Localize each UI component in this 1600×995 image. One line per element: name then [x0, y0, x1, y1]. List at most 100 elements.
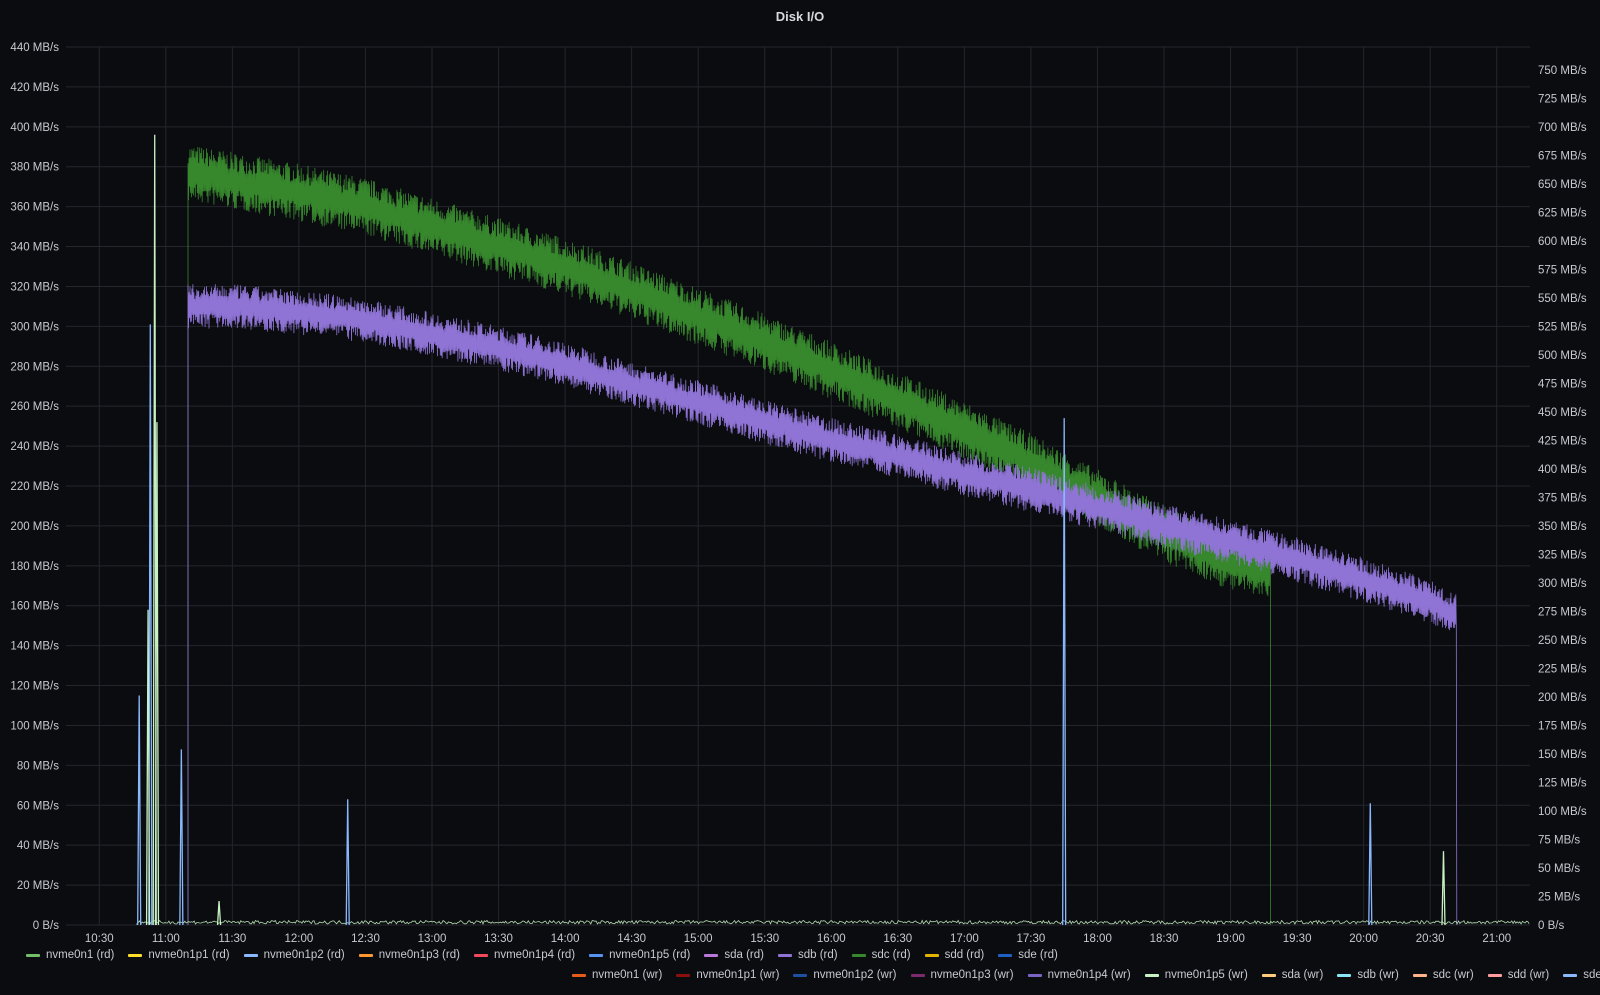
legend-item[interactable]: sda (rd) — [704, 949, 764, 961]
x-tick-label: 17:00 — [950, 933, 979, 945]
x-tick-label: 13:00 — [418, 933, 447, 945]
legend-swatch — [589, 953, 604, 957]
y-left-tick-label: 400 MB/s — [10, 122, 59, 134]
x-tick-label: 15:30 — [750, 933, 779, 945]
legend-item[interactable]: sda (wr) — [1261, 969, 1323, 981]
legend-item[interactable]: nvme0n1p2 (wr) — [793, 969, 897, 981]
legend-item[interactable]: nvme0n1p4 (rd) — [473, 949, 575, 961]
spike-mark — [1441, 851, 1446, 926]
legend-swatch — [358, 953, 373, 957]
y-left-tick-label: 120 MB/s — [10, 681, 59, 693]
legend-label: sdd (rd) — [944, 949, 985, 961]
x-tick-label: 16:30 — [883, 933, 912, 945]
y-right-tick-label: 425 MB/s — [1538, 436, 1587, 448]
legend-label: nvme0n1p5 (wr) — [1164, 969, 1248, 981]
spike-mark — [179, 749, 184, 926]
y-left-tick-label: 360 MB/s — [10, 202, 59, 214]
legend-item[interactable]: sdc (rd) — [851, 949, 911, 961]
legend-swatch — [851, 953, 866, 957]
y-right-tick-label: 25 MB/s — [1538, 892, 1580, 904]
legend-swatch — [572, 973, 586, 977]
legend-item[interactable]: sdb (rd) — [777, 949, 838, 961]
y-right-tick-label: 575 MB/s — [1538, 265, 1587, 277]
legend-item[interactable]: nvme0n1p3 (rd) — [358, 949, 460, 961]
legend-item[interactable]: sdd (rd) — [924, 949, 985, 961]
legend-item[interactable]: sde (wr) — [1563, 969, 1600, 981]
legend-item[interactable]: sde (rd) — [998, 949, 1058, 961]
y-right-tick-label: 675 MB/s — [1538, 151, 1587, 163]
x-tick-label: 21:00 — [1482, 933, 1511, 945]
y-right-tick-label: 75 MB/s — [1538, 835, 1580, 847]
y-right-tick-label: 625 MB/s — [1538, 208, 1587, 220]
y-right-tick-label: 150 MB/s — [1538, 749, 1587, 761]
y-left-tick-label: 160 MB/s — [10, 601, 59, 613]
legend-item[interactable]: nvme0n1p4 (wr) — [1027, 969, 1131, 981]
series-line-sdb-rd- — [187, 284, 1458, 926]
y-right-tick-label: 400 MB/s — [1538, 464, 1587, 476]
x-tick-label: 15:00 — [684, 933, 713, 945]
legend-item[interactable]: nvme0n1p5 (wr) — [1144, 969, 1248, 981]
legend-label: sdd (wr) — [1507, 969, 1550, 981]
legend-swatch — [924, 953, 939, 957]
y-right-tick-label: 550 MB/s — [1538, 293, 1587, 305]
legend-swatch — [1261, 973, 1276, 977]
legend-item[interactable]: nvme0n1p5 (rd) — [589, 949, 690, 961]
legend-swatch — [676, 973, 691, 977]
y-left-tick-label: 380 MB/s — [10, 162, 59, 174]
legend-swatch — [704, 953, 719, 957]
y-left-tick-label: 180 MB/s — [10, 561, 59, 573]
legend-swatch — [26, 953, 40, 957]
legend-item[interactable]: nvme0n1 (rd) — [26, 949, 114, 961]
legend-item[interactable]: nvme0n1p2 (rd) — [243, 949, 345, 961]
y-right-tick-label: 525 MB/s — [1538, 322, 1587, 334]
x-tick-label: 14:30 — [617, 933, 646, 945]
y-right-tick-label: 500 MB/s — [1538, 350, 1587, 362]
legend-label: nvme0n1p2 (rd) — [263, 949, 345, 961]
x-tick-label: 20:00 — [1349, 933, 1378, 945]
series-line-sdc-rd- — [187, 147, 1271, 926]
y-left-tick-label: 220 MB/s — [10, 481, 59, 493]
y-right-tick-label: 125 MB/s — [1538, 778, 1587, 790]
spike-mark — [216, 901, 222, 926]
x-tick-label: 11:00 — [152, 933, 180, 945]
legend-item[interactable]: nvme0n1p3 (wr) — [910, 969, 1014, 981]
legend-label: sde (rd) — [1018, 949, 1058, 961]
y-right-tick-label: 200 MB/s — [1538, 692, 1587, 704]
panel-title[interactable]: Disk I/O — [775, 9, 825, 24]
y-left-tick-label: 300 MB/s — [10, 321, 59, 333]
x-tick-label: 18:00 — [1083, 933, 1112, 945]
x-tick-label: 19:30 — [1283, 933, 1312, 945]
legend-item[interactable]: sdb (wr) — [1337, 969, 1399, 981]
legend-item[interactable]: nvme0n1p1 (wr) — [676, 969, 779, 981]
legend-row-writes: nvme0n1 (wr) nvme0n1p1 (wr) nvme0n1p2 (wr)… — [572, 969, 1600, 981]
baseline-write-noise — [136, 919, 1530, 926]
y-left-tick-label: 40 MB/s — [17, 840, 59, 852]
y-right-tick-label: 250 MB/s — [1538, 635, 1587, 647]
legend-swatch — [1337, 973, 1352, 977]
legend-item[interactable]: nvme0n1p1 (rd) — [128, 949, 230, 961]
y-right-tick-label: 750 MB/s — [1538, 65, 1587, 77]
y-right-tick-label: 600 MB/s — [1538, 236, 1587, 248]
y-right-tick-label: 725 MB/s — [1538, 94, 1587, 106]
grid-layer — [66, 46, 1530, 926]
series-layer — [136, 134, 1530, 926]
legend-item[interactable]: nvme0n1 (wr) — [572, 969, 662, 981]
legend-swatch — [1144, 973, 1159, 977]
spike-mark — [345, 799, 350, 926]
legend-swatch — [998, 953, 1013, 957]
legend-label: nvme0n1p1 (rd) — [148, 949, 230, 961]
legend-label: nvme0n1p2 (wr) — [813, 969, 897, 981]
spike-mark — [137, 695, 142, 926]
y-right-tick-label: 650 MB/s — [1538, 179, 1587, 191]
y-right-tick-label: 375 MB/s — [1538, 493, 1587, 505]
legend-item[interactable]: sdd (wr) — [1487, 969, 1550, 981]
legend-item[interactable]: sdc (wr) — [1412, 969, 1474, 981]
legend-swatch — [777, 953, 792, 957]
legend-swatch — [910, 973, 925, 977]
y-right-tick-label: 275 MB/s — [1538, 607, 1587, 619]
legend-label: nvme0n1p4 (wr) — [1047, 969, 1131, 981]
legend-swatch — [793, 973, 808, 977]
y-left-tick-label: 20 MB/s — [17, 880, 59, 892]
